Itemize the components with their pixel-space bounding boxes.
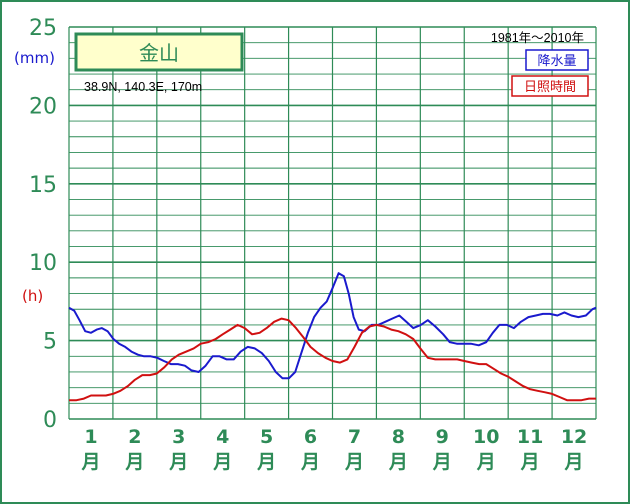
- y-tick-label: 20: [29, 94, 57, 119]
- x-tick-label: 6: [304, 426, 317, 448]
- station-title: 金山: [139, 41, 179, 65]
- x-tick-label: 8: [392, 426, 405, 448]
- y-tick-label: 5: [43, 330, 57, 355]
- x-tick-unit: 月: [564, 451, 584, 473]
- x-tick-unit: 月: [476, 451, 496, 473]
- period-label: 1981年〜2010年: [491, 31, 584, 45]
- x-tick-unit: 月: [124, 451, 144, 473]
- x-tick-unit: 月: [212, 451, 232, 473]
- x-tick-label: 4: [216, 426, 229, 448]
- x-tick-unit: 月: [432, 451, 452, 473]
- legend-precipitation-label: 降水量: [537, 54, 576, 69]
- x-tick-unit: 月: [520, 451, 540, 473]
- x-tick-label: 9: [436, 426, 449, 448]
- y-axis-ticks: 0 5 10 15 20 25: [29, 16, 57, 433]
- y-tick-label: 0: [43, 408, 57, 433]
- x-tick-unit: 月: [80, 451, 100, 473]
- series-lines: [68, 272, 597, 402]
- x-tick-unit: 月: [168, 451, 188, 473]
- legend-precipitation-box: [525, 49, 589, 71]
- x-tick-unit: 月: [344, 451, 364, 473]
- y-tick-label: 10: [29, 251, 57, 276]
- station-coordinates: 38.9N, 140.3E, 170m: [84, 80, 202, 94]
- y-tick-label: 15: [29, 173, 57, 198]
- x-tick-label: 1: [84, 426, 97, 448]
- x-tick-label: 5: [260, 426, 273, 448]
- x-tick-unit: 月: [300, 451, 320, 473]
- x-tick-unit: 月: [388, 451, 408, 473]
- sunshine-line: [69, 317, 596, 402]
- x-tick-label: 3: [172, 426, 185, 448]
- x-tick-label: 7: [348, 426, 361, 448]
- title-box: [74, 32, 244, 72]
- x-tick-label: 11: [517, 426, 543, 448]
- legend-sunshine-box: [511, 75, 589, 97]
- x-axis-ticks: 1 月 2 月 3 月 4 月 5 月 6 月 7 月 8 月 9 月 10 月 11 月 12 月: [80, 426, 587, 473]
- x-tick-label: 2: [128, 426, 141, 448]
- precipitation-line: [68, 272, 597, 380]
- y-tick-label: 25: [29, 16, 57, 41]
- precipitation-unit-label: (mm): [14, 49, 55, 67]
- x-tick-label: 12: [561, 426, 587, 448]
- x-tick-unit: 月: [256, 451, 276, 473]
- legend-sunshine-label: 日照時間: [524, 80, 576, 95]
- x-tick-label: 10: [473, 426, 499, 448]
- sunshine-unit-label: (h): [22, 287, 43, 305]
